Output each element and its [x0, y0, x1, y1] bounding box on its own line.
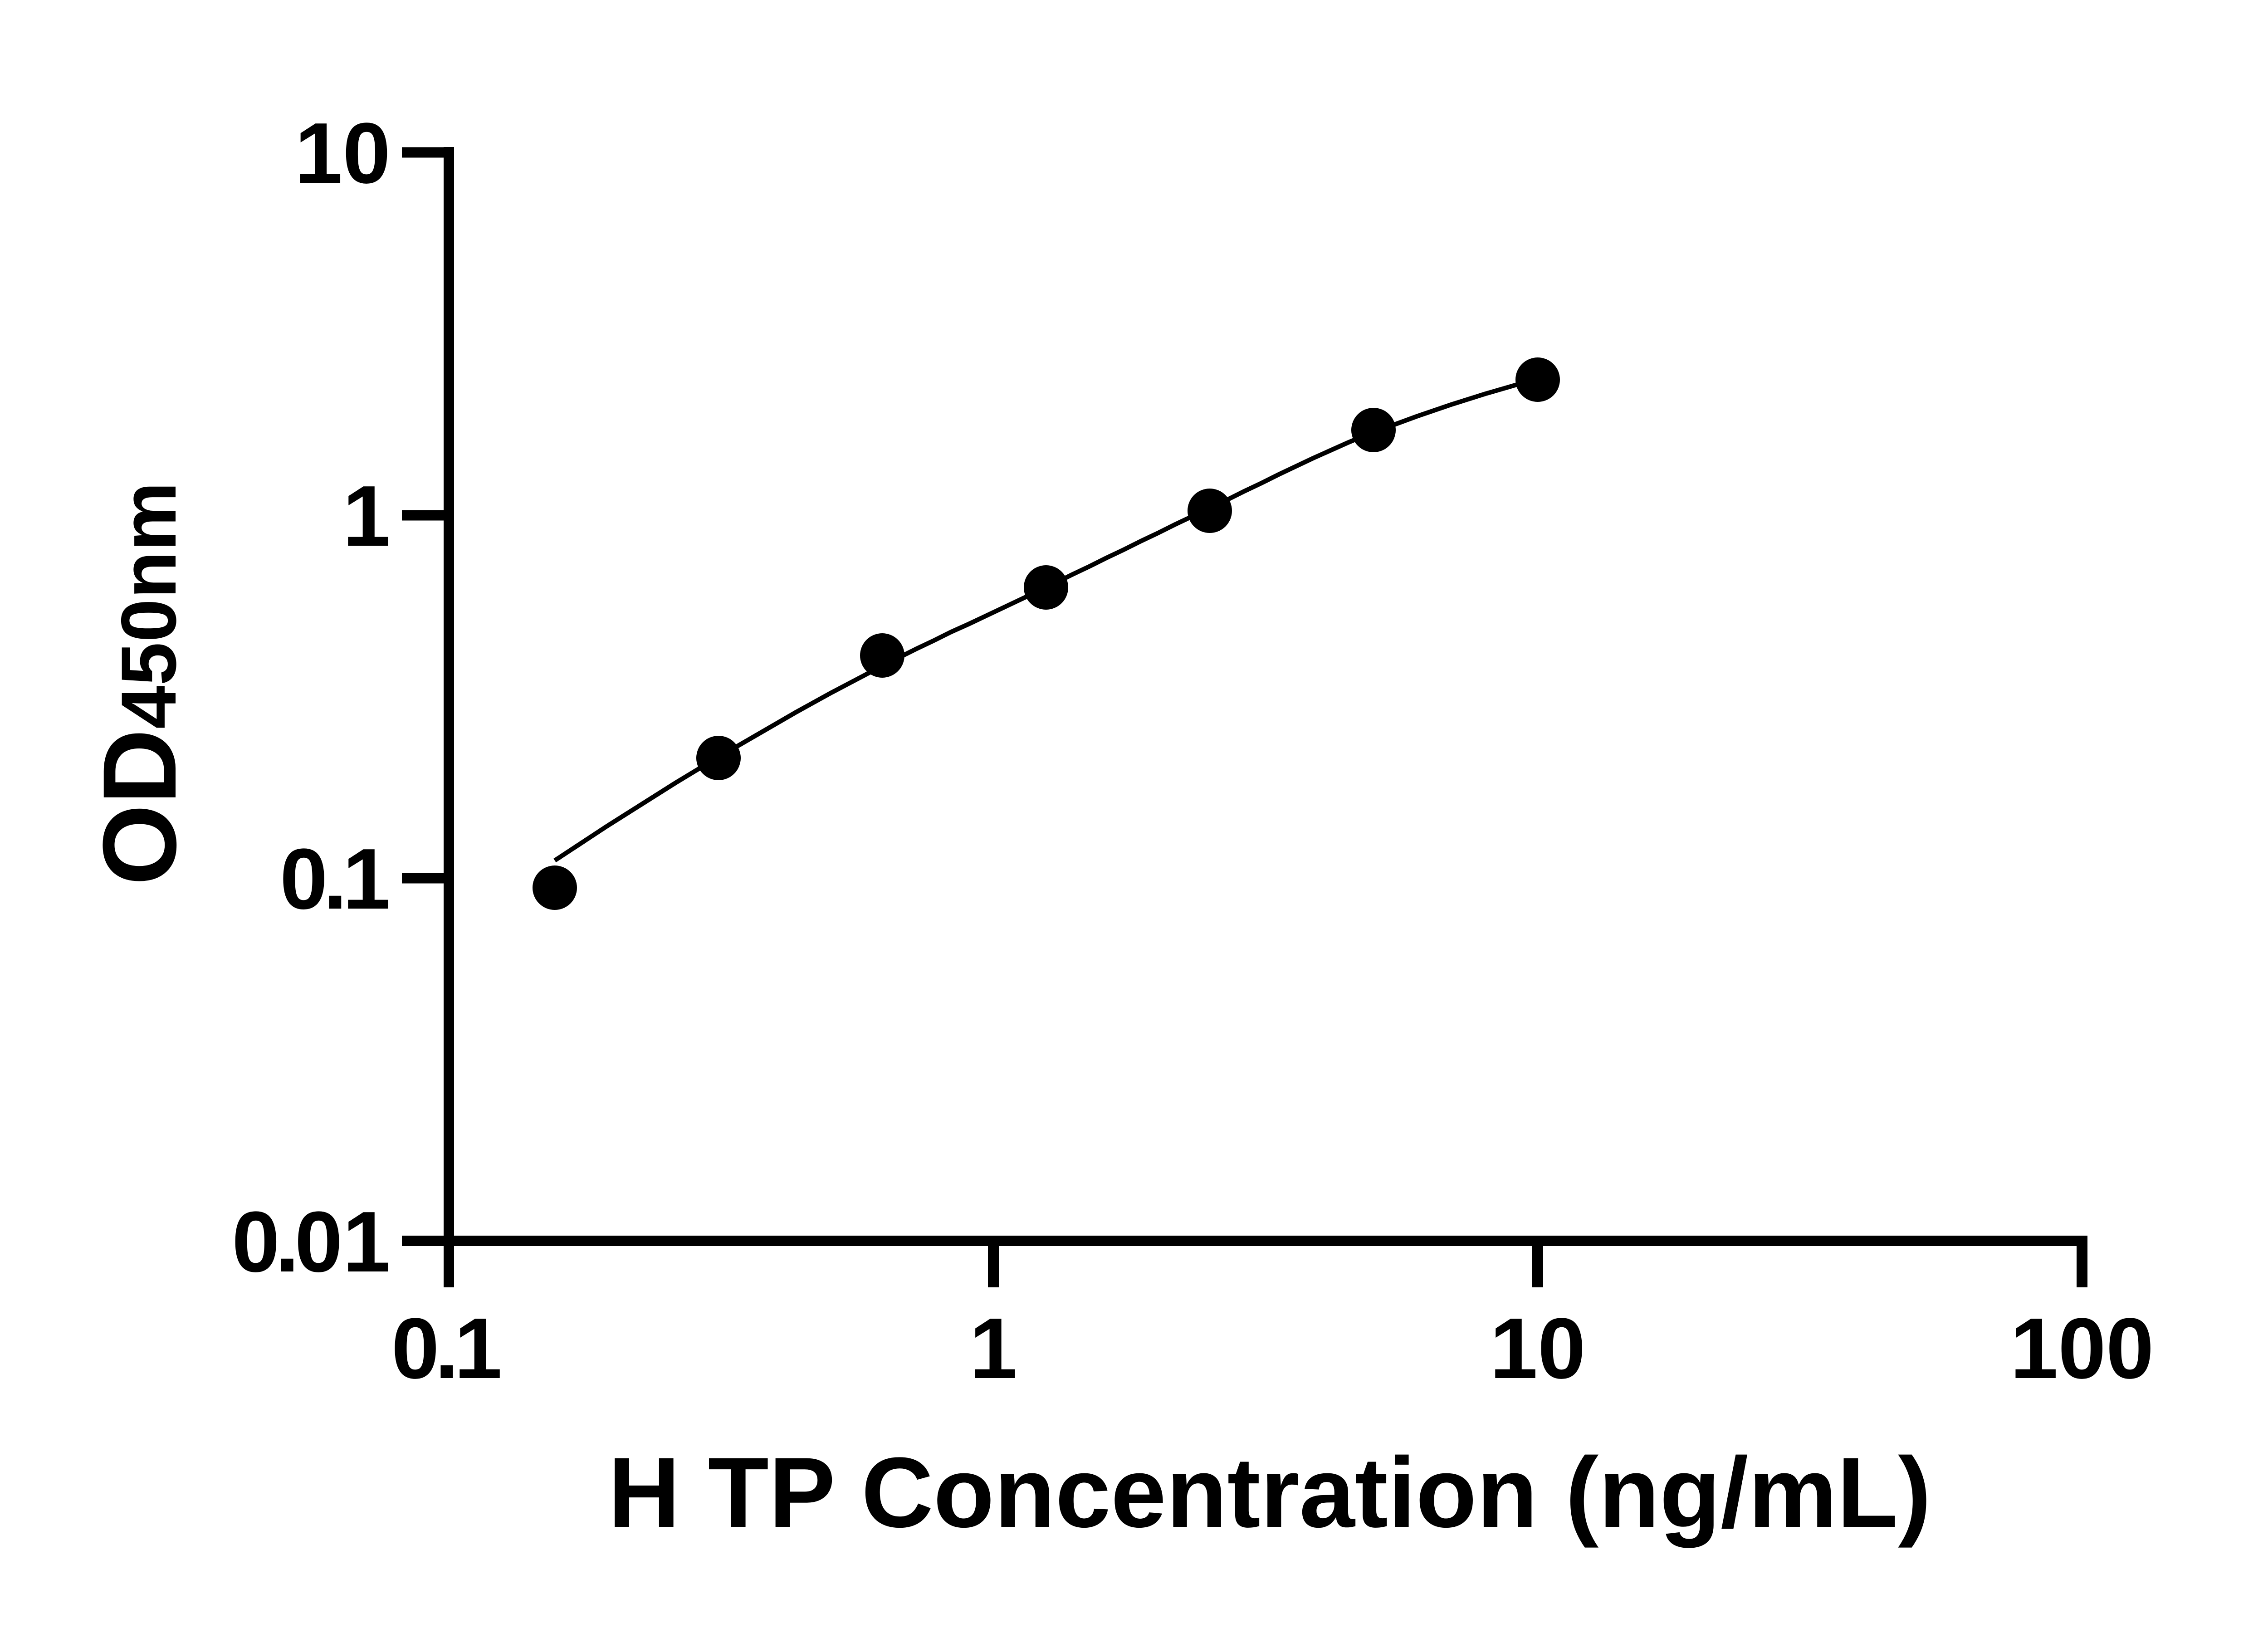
svg-text:0.01: 0.01	[232, 1194, 391, 1290]
svg-text:1: 1	[969, 1301, 1017, 1397]
svg-text:H TP Concentration (ng/mL): H TP Concentration (ng/mL)	[608, 1437, 1931, 1548]
svg-text:1: 1	[342, 468, 391, 564]
svg-text:OD450nm: OD450nm	[81, 482, 198, 885]
svg-text:10: 10	[295, 105, 391, 201]
svg-text:0.1: 0.1	[280, 831, 391, 927]
svg-text:0.1: 0.1	[391, 1301, 502, 1397]
svg-text:10: 10	[1490, 1301, 1585, 1397]
svg-text:100: 100	[2010, 1301, 2154, 1397]
